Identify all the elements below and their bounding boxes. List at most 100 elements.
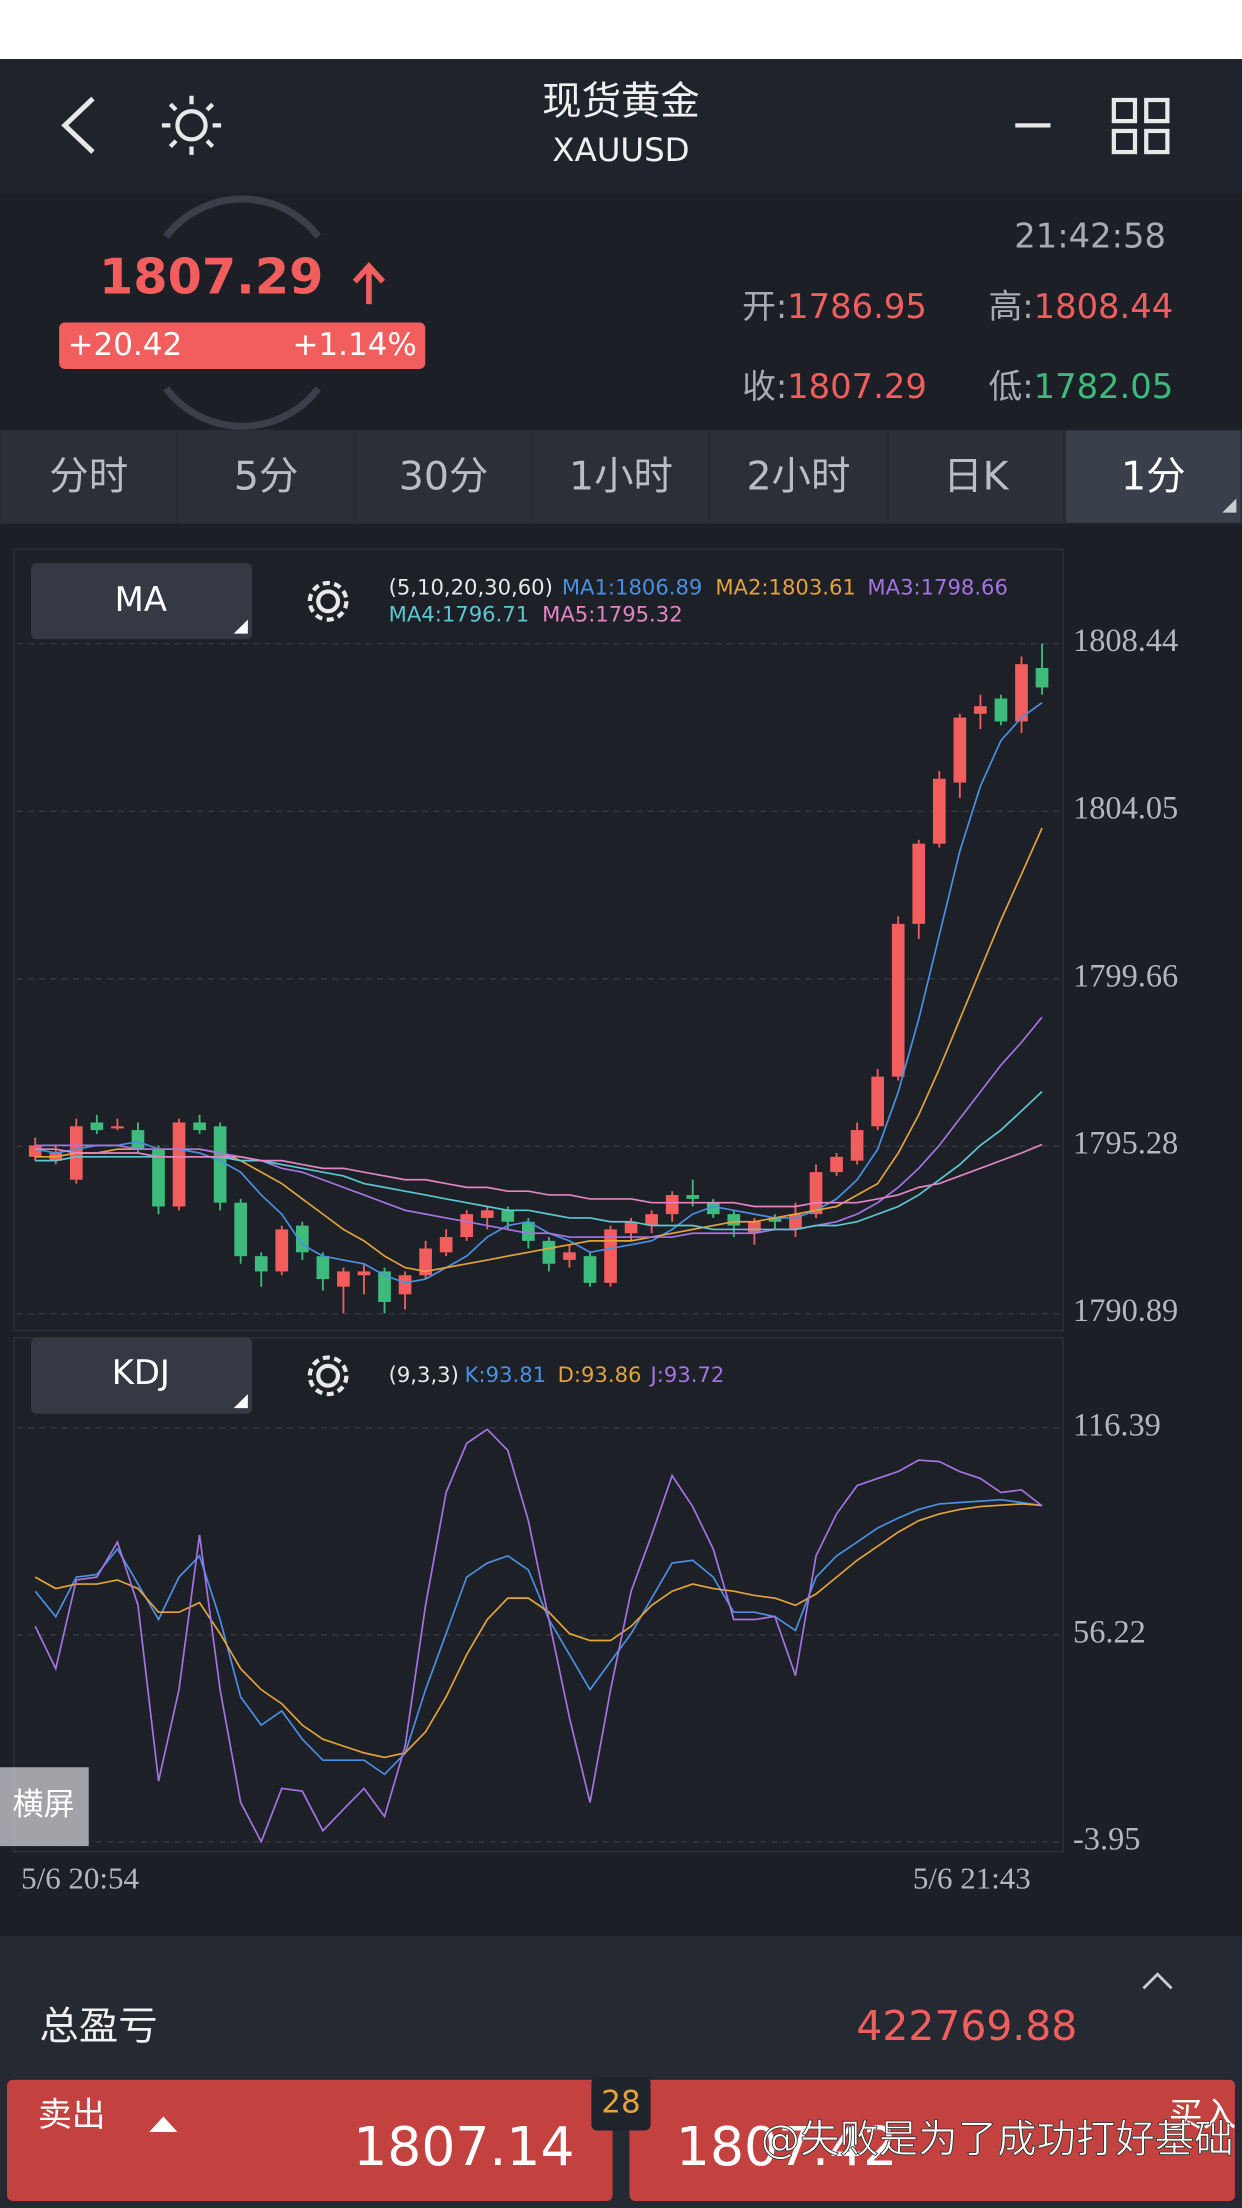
candle-body <box>912 843 926 924</box>
pnl-label: 总盈亏 <box>39 2004 157 2050</box>
candle-body <box>480 1210 494 1218</box>
legend-entry: MA5:1795.32 <box>542 601 683 626</box>
tab[interactable] <box>1065 430 1241 523</box>
candle-body <box>419 1248 432 1276</box>
candle-body <box>337 1271 350 1287</box>
candle-body <box>378 1271 391 1302</box>
candle-body <box>172 1122 186 1207</box>
candle-body <box>111 1126 124 1129</box>
indicator-button[interactable] <box>30 1337 253 1414</box>
y-tick-label: 116.39 <box>1073 1407 1161 1443</box>
series-line <box>35 1143 1043 1208</box>
y-tick-label: 1790.89 <box>1073 1293 1178 1329</box>
candle-body <box>501 1210 515 1222</box>
legend-entry: MA2:1803.61 <box>715 575 855 600</box>
layout-button[interactable] <box>1111 97 1170 155</box>
expand-button[interactable] <box>1142 1972 1173 1990</box>
title: 现货黄金 <box>542 79 700 125</box>
candle-body <box>830 1156 843 1173</box>
legend-entry: J:93.72 <box>649 1362 725 1387</box>
tab[interactable] <box>888 430 1064 523</box>
tab[interactable] <box>356 430 531 523</box>
candle-body <box>871 1076 884 1127</box>
indicator-button[interactable] <box>30 563 253 640</box>
legend-entry: MA3:1798.66 <box>867 575 1008 600</box>
theme-button[interactable] <box>161 95 222 155</box>
close-label: 收: <box>742 367 787 406</box>
candle-body <box>686 1195 700 1199</box>
y-tick-label: 1808.44 <box>1073 623 1178 659</box>
landscape-button[interactable] <box>0 1767 89 1847</box>
indicator-name: KDJ <box>112 1353 170 1392</box>
sell-button[interactable] <box>7 2079 613 2201</box>
candle-body <box>28 1145 42 1157</box>
candle-body <box>624 1221 638 1234</box>
candle-body <box>706 1202 720 1215</box>
change: +20.42 <box>68 327 183 363</box>
candle-body <box>563 1252 576 1260</box>
indicator-params: (5,10,20,30,60) <box>389 575 553 600</box>
plots: 1808.44 1804.05 1799.66 1795.28 1790.89 MA1:1… <box>16 575 1178 1895</box>
up-arrow <box>352 261 386 305</box>
candle-body <box>604 1229 617 1283</box>
watermark: @失败是为了成功打好基础 <box>761 2116 1234 2162</box>
sell-label: 卖出 <box>38 2095 106 2134</box>
candle-body <box>131 1130 145 1150</box>
series-line <box>34 1428 1043 1844</box>
candle-body <box>193 1122 206 1131</box>
status-bar <box>0 0 1242 60</box>
candle-body <box>542 1240 556 1264</box>
series-line <box>34 1503 1043 1759</box>
settings-button[interactable] <box>307 1355 349 1397</box>
open-label: 开: <box>742 287 787 326</box>
legend-entry: K:93.81 <box>465 1362 546 1387</box>
tab-label: 5分 <box>234 453 298 499</box>
price-panel <box>13 548 1064 1332</box>
candle-body <box>522 1221 535 1241</box>
candle-body <box>316 1256 330 1280</box>
tab-label: 分时 <box>49 453 128 499</box>
tab[interactable] <box>178 430 354 523</box>
change-badge <box>59 322 426 369</box>
candle-body <box>974 706 987 714</box>
candle-body <box>213 1126 227 1203</box>
series-line <box>35 701 1043 1284</box>
candle-body <box>90 1122 104 1131</box>
indicator-name: MA <box>115 580 167 619</box>
close: 1807.29 <box>787 367 927 406</box>
legend-entry: MA1:1806.89 <box>562 575 703 600</box>
open: 1786.95 <box>787 287 927 326</box>
settings-button[interactable] <box>307 580 349 622</box>
candle-body <box>727 1214 741 1226</box>
low-label: 低: <box>989 367 1034 406</box>
y-tick-label: -3.95 <box>1073 1821 1140 1857</box>
corner-mark <box>1222 498 1237 513</box>
candle-body <box>254 1256 268 1272</box>
candle-body <box>1015 664 1028 722</box>
candle-body <box>234 1202 248 1257</box>
tab[interactable] <box>533 430 709 523</box>
period-tabs: 分时 5分 30分 1小时 2小时 日K 1分 <box>0 429 1242 524</box>
landscape-label: 横屏 <box>13 1787 75 1823</box>
buy-price: 1807.42 <box>676 2115 897 2178</box>
tab-label: 1分 <box>1121 453 1185 499</box>
candle-body <box>994 698 1008 722</box>
sell-price: 1807.14 <box>353 2115 574 2178</box>
decor-arc <box>163 195 322 239</box>
candle-body <box>953 717 967 783</box>
candle-body <box>645 1214 658 1226</box>
candle-body <box>439 1237 453 1253</box>
buy-button[interactable] <box>629 2079 1235 2201</box>
change-pct: +1.14% <box>292 327 416 363</box>
back-button[interactable] <box>61 96 95 154</box>
candle-body <box>1035 667 1049 688</box>
tab[interactable] <box>711 430 886 523</box>
candle-body <box>275 1229 289 1272</box>
series-line <box>35 1016 1043 1238</box>
x-tick-label: 5/6 21:43 <box>913 1860 1031 1895</box>
candle-body <box>850 1130 864 1161</box>
tab[interactable] <box>1 430 177 523</box>
tab-label: 30分 <box>399 453 489 499</box>
